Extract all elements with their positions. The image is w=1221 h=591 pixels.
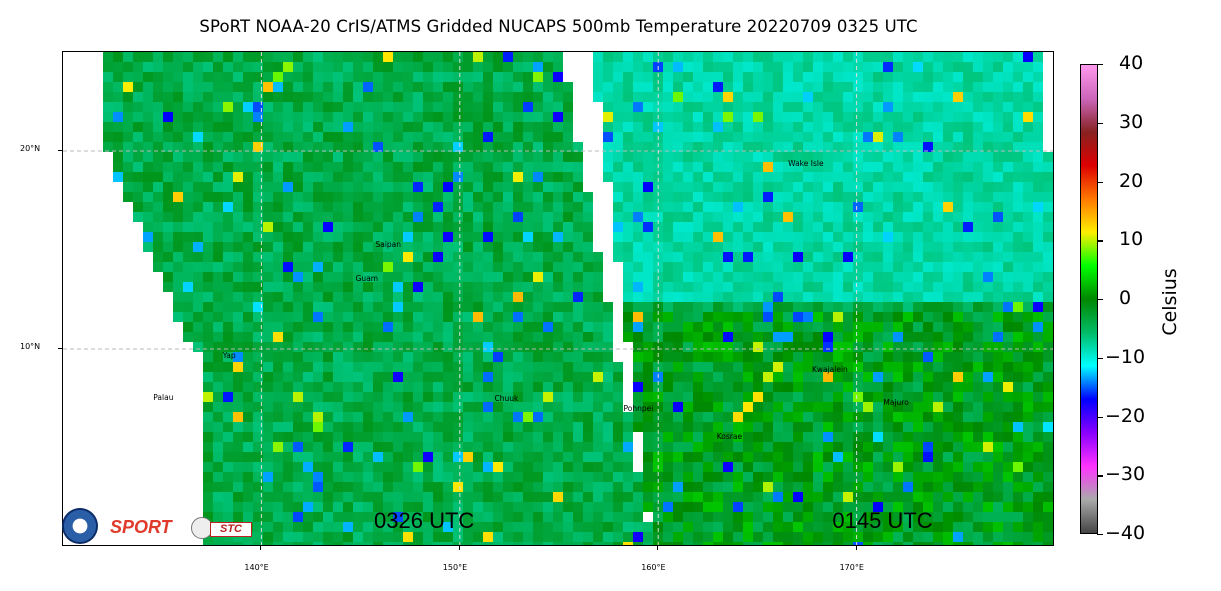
latitude-tick — [58, 150, 62, 151]
pass-time-label-west: 0326 UTC — [374, 508, 475, 533]
place-label: Kosrae — [716, 432, 743, 442]
map-panel[interactable] — [62, 51, 1054, 546]
longitude-tick — [855, 546, 857, 550]
colorbar-tick — [1097, 240, 1103, 242]
grid-cells — [103, 52, 1053, 545]
longitude-label: 160°E — [641, 563, 666, 572]
place-label: Guam — [355, 273, 379, 283]
sport-logo: SPORT — [110, 517, 172, 537]
pass-time-label-east: 0145 UTC — [832, 508, 933, 533]
colorbar-tick-label: 0 — [1119, 287, 1132, 309]
colorbar-tick — [1097, 64, 1103, 66]
colorbar-tick — [1097, 475, 1103, 477]
longitude-tick — [260, 546, 262, 550]
latitude-tick — [58, 348, 62, 349]
place-label: Majuro — [883, 398, 909, 408]
place-label: Wake Isle — [788, 158, 824, 168]
colorbar-tick — [1097, 181, 1103, 183]
place-label: Chuuk — [494, 394, 519, 404]
colorbar-tick — [1097, 534, 1103, 536]
colorbar-tick-label: −20 — [1105, 404, 1146, 427]
longitude-tick — [458, 546, 460, 550]
colorbar-tick-label: 40 — [1119, 52, 1144, 74]
stc-logo: STC — [210, 522, 252, 537]
colorbar-tick — [1097, 122, 1103, 125]
place-label: Saipan — [375, 240, 402, 250]
colorbar-tick-label: −30 — [1105, 463, 1146, 486]
place-label: Pohnpei — [623, 404, 654, 414]
place-label: Kwajalein — [811, 364, 848, 374]
colorbar-tick-label: −40 — [1105, 522, 1146, 544]
colorbar-tick-label: −10 — [1105, 345, 1146, 368]
longitude-label: 150°E — [442, 563, 468, 572]
place-label: Yap — [222, 350, 236, 360]
map-title: SPoRT NOAA-20 CrIS/ATMS Gridded NUCAPS 5… — [199, 17, 918, 36]
colorbar-tick — [1097, 299, 1103, 301]
colorbar-tick — [1097, 416, 1103, 418]
place-label: Palau — [153, 392, 174, 402]
colorbar-tick-label: 20 — [1119, 169, 1144, 192]
temperature-grid — [63, 52, 1053, 545]
longitude-label: 140°E — [244, 563, 269, 572]
nasa-logo-icon — [62, 508, 98, 544]
colorbar-tick — [1097, 357, 1103, 360]
latitude-label: 20°N — [20, 144, 41, 153]
longitude-label: 170°E — [839, 563, 864, 572]
colorbar-tick-label: 10 — [1119, 228, 1144, 251]
colorbar-title: Celsius — [1159, 268, 1181, 336]
latitude-label: 10°N — [20, 342, 41, 351]
colorbar-tick-label: 30 — [1119, 110, 1144, 133]
longitude-tick — [657, 546, 659, 550]
colorbar — [1080, 64, 1098, 534]
